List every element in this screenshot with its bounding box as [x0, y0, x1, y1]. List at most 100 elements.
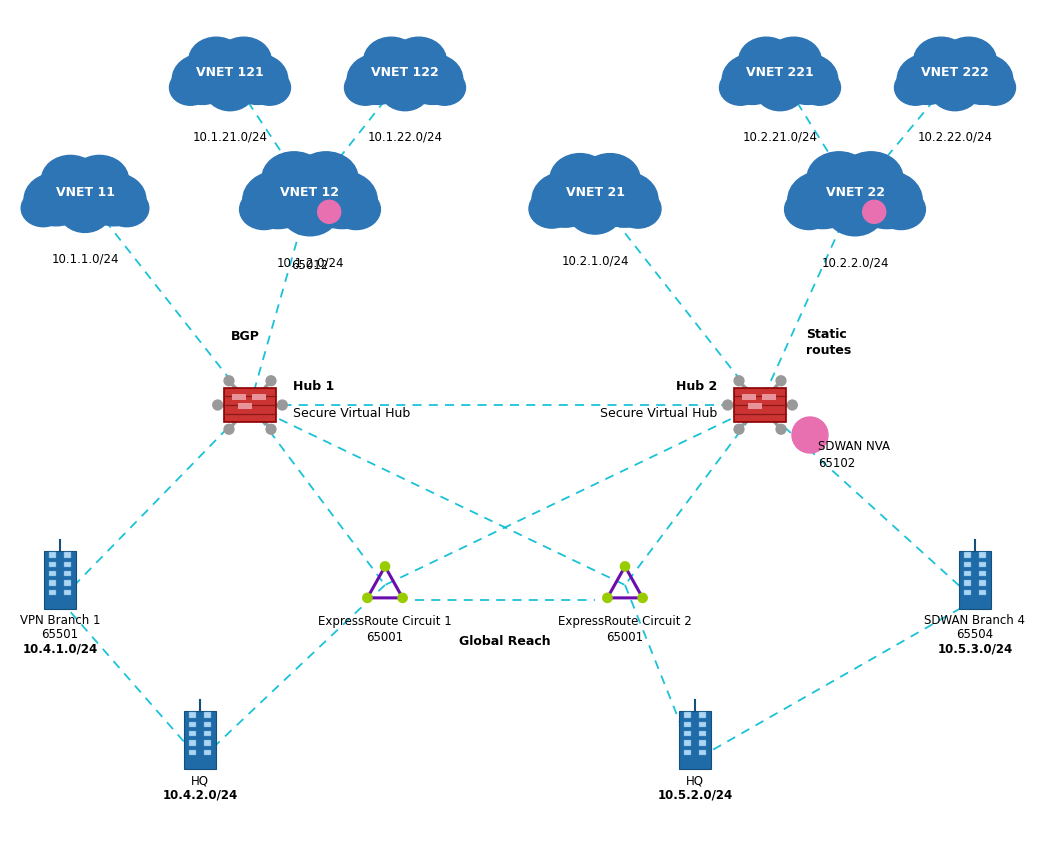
Text: SDWAN Branch 4: SDWAN Branch 4 — [925, 614, 1026, 627]
Ellipse shape — [205, 68, 254, 111]
Ellipse shape — [580, 153, 640, 205]
Text: 10.1.22.0/24: 10.1.22.0/24 — [368, 131, 442, 144]
Ellipse shape — [788, 171, 859, 229]
Circle shape — [734, 375, 744, 386]
Ellipse shape — [913, 37, 969, 83]
Circle shape — [277, 400, 287, 410]
Text: Secure Virtual Hub: Secure Virtual Hub — [293, 407, 410, 420]
FancyBboxPatch shape — [224, 388, 275, 422]
FancyBboxPatch shape — [238, 403, 252, 409]
Text: 10.2.2.0/24: 10.2.2.0/24 — [821, 257, 889, 270]
Text: Hub 2: Hub 2 — [676, 380, 717, 393]
Ellipse shape — [24, 173, 88, 225]
Circle shape — [224, 424, 234, 434]
Ellipse shape — [810, 159, 900, 231]
Circle shape — [212, 400, 223, 410]
Text: ExpressRoute Circuit 1: ExpressRoute Circuit 1 — [318, 615, 452, 628]
Circle shape — [638, 593, 647, 603]
Ellipse shape — [21, 190, 65, 226]
FancyBboxPatch shape — [699, 750, 705, 755]
Text: BGP: BGP — [230, 330, 260, 343]
Ellipse shape — [799, 70, 841, 105]
Text: HQ: HQ — [191, 774, 209, 787]
FancyBboxPatch shape — [965, 552, 971, 557]
Text: Hub 1: Hub 1 — [293, 380, 334, 393]
FancyBboxPatch shape — [978, 552, 986, 557]
Text: VNET 122: VNET 122 — [371, 67, 439, 80]
FancyBboxPatch shape — [735, 388, 786, 422]
Ellipse shape — [249, 70, 290, 105]
Circle shape — [398, 593, 407, 603]
Ellipse shape — [217, 37, 271, 83]
FancyBboxPatch shape — [684, 740, 692, 746]
Ellipse shape — [424, 70, 466, 105]
Ellipse shape — [282, 188, 338, 236]
Text: 65001: 65001 — [606, 631, 643, 644]
Circle shape — [787, 400, 798, 410]
FancyBboxPatch shape — [49, 590, 57, 595]
Ellipse shape — [839, 152, 903, 205]
FancyBboxPatch shape — [699, 713, 705, 718]
Circle shape — [723, 400, 733, 410]
FancyBboxPatch shape — [684, 721, 692, 727]
FancyBboxPatch shape — [965, 590, 971, 595]
Ellipse shape — [227, 54, 288, 104]
Ellipse shape — [82, 173, 146, 225]
Ellipse shape — [785, 189, 833, 230]
FancyBboxPatch shape — [63, 571, 70, 577]
Ellipse shape — [364, 37, 418, 83]
Text: 10.1.1.0/24: 10.1.1.0/24 — [51, 253, 119, 266]
FancyBboxPatch shape — [231, 394, 246, 401]
FancyBboxPatch shape — [49, 552, 57, 557]
FancyBboxPatch shape — [684, 731, 692, 736]
Ellipse shape — [778, 54, 838, 104]
Ellipse shape — [41, 155, 100, 204]
FancyBboxPatch shape — [699, 740, 705, 746]
Ellipse shape — [262, 152, 326, 205]
Ellipse shape — [529, 190, 575, 228]
FancyBboxPatch shape — [684, 713, 692, 718]
FancyBboxPatch shape — [204, 721, 210, 727]
Ellipse shape — [973, 70, 1015, 105]
FancyBboxPatch shape — [762, 394, 777, 401]
Ellipse shape — [568, 188, 622, 234]
Text: 10.5.2.0/24: 10.5.2.0/24 — [657, 788, 733, 801]
Ellipse shape — [553, 160, 637, 230]
Ellipse shape — [592, 172, 658, 227]
FancyBboxPatch shape — [49, 580, 57, 585]
Ellipse shape — [294, 152, 358, 205]
Text: HQ: HQ — [686, 774, 704, 787]
Circle shape — [863, 200, 886, 224]
Ellipse shape — [898, 54, 957, 104]
Circle shape — [380, 562, 390, 571]
Ellipse shape — [403, 54, 462, 104]
Circle shape — [317, 200, 341, 224]
Ellipse shape — [191, 43, 268, 107]
FancyBboxPatch shape — [684, 750, 692, 755]
Text: Global Reach: Global Reach — [459, 635, 551, 648]
FancyBboxPatch shape — [63, 590, 70, 595]
Text: SDWAN NVA: SDWAN NVA — [818, 440, 890, 453]
Text: 65102: 65102 — [818, 457, 856, 470]
Text: VNET 12: VNET 12 — [281, 186, 339, 199]
Ellipse shape — [942, 37, 996, 83]
Text: 10.1.2.0/24: 10.1.2.0/24 — [276, 257, 344, 270]
Text: VNET 222: VNET 222 — [921, 67, 989, 80]
Circle shape — [776, 375, 786, 386]
Circle shape — [792, 417, 828, 453]
Ellipse shape — [332, 189, 380, 230]
Ellipse shape — [722, 54, 783, 104]
FancyBboxPatch shape — [699, 721, 705, 727]
Ellipse shape — [345, 70, 387, 105]
Text: 65501: 65501 — [41, 628, 79, 641]
FancyBboxPatch shape — [978, 562, 986, 567]
Text: 65012: 65012 — [291, 259, 329, 272]
Ellipse shape — [380, 68, 430, 111]
Ellipse shape — [70, 155, 128, 204]
FancyBboxPatch shape — [965, 562, 971, 567]
Text: 65001: 65001 — [367, 631, 404, 644]
Ellipse shape — [550, 153, 610, 205]
FancyBboxPatch shape — [965, 571, 971, 577]
Ellipse shape — [105, 190, 149, 226]
FancyBboxPatch shape — [204, 750, 210, 755]
